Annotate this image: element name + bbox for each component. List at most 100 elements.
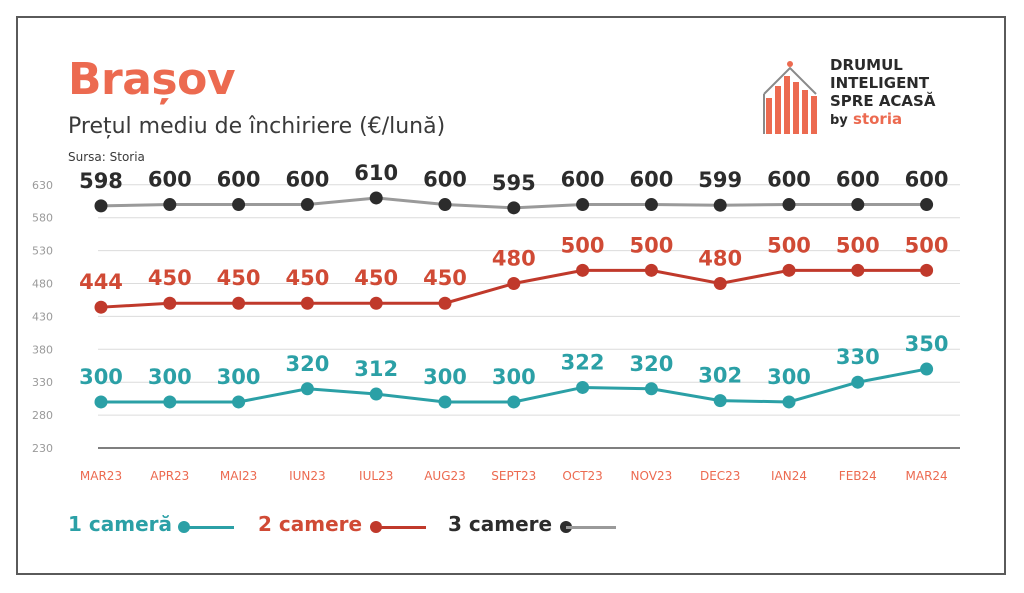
- point-s3-oct23: [576, 198, 590, 212]
- y-tick-330: 330: [32, 376, 53, 389]
- x-tick-mai23: MAI23: [220, 469, 257, 483]
- label-s3-dec23: 599: [698, 168, 742, 192]
- label-s1-mar24: 350: [905, 332, 949, 356]
- logo-brand: storia: [853, 110, 903, 128]
- x-tick-mar24: MAR24: [906, 469, 948, 483]
- x-tick-aug23: AUG23: [424, 469, 466, 483]
- y-tick-580: 580: [32, 212, 53, 225]
- point-s1-oct23: [576, 380, 590, 394]
- label-s2-iul23: 450: [354, 266, 398, 290]
- label-s3-oct23: 600: [561, 168, 605, 192]
- point-s3-mar24: [920, 198, 934, 212]
- label-s3-iun23: 600: [285, 168, 329, 192]
- label-s1-mai23: 300: [217, 365, 261, 389]
- x-tick-nov23: NOV23: [631, 469, 673, 483]
- label-s3-mar23: 598: [79, 169, 123, 193]
- y-tick-430: 430: [32, 310, 53, 323]
- y-tick-480: 480: [32, 278, 53, 291]
- point-s3-ian24: [782, 198, 796, 212]
- label-s2-dec23: 480: [698, 247, 742, 271]
- point-s2-sept23: [507, 277, 521, 290]
- label-s2-mai23: 450: [217, 266, 261, 290]
- y-tick-230: 230: [32, 442, 53, 455]
- label-s3-aug23: 600: [423, 168, 467, 192]
- x-tick-apr23: APR23: [150, 469, 189, 483]
- legend-line-1-camera: [184, 526, 234, 529]
- point-s1-dec23: [713, 394, 727, 408]
- point-s2-iul23: [369, 296, 383, 310]
- point-s3-dec23: [713, 198, 727, 212]
- x-tick-mar23: MAR23: [80, 469, 122, 483]
- label-s2-mar23: 444: [79, 270, 123, 294]
- label-s1-sept23: 300: [492, 365, 536, 389]
- point-s3-sept23: [507, 201, 521, 215]
- x-tick-sept23: SEPT23: [491, 469, 536, 483]
- data-labels: 300 300 300 320 312 300 300 322 320 302 300 330 350 4…: [79, 161, 948, 389]
- point-s1-apr23: [163, 395, 177, 409]
- brand-logo-text: DRUMUL INTELIGENT SPRE ACASĂ by storia: [830, 56, 935, 130]
- label-s3-iul23: 610: [354, 161, 398, 185]
- label-s1-oct23: 322: [561, 350, 605, 374]
- point-s1-mar24: [920, 362, 934, 376]
- label-s1-feb24: 330: [836, 345, 880, 369]
- label-s2-feb24: 500: [836, 233, 880, 257]
- source-note: Sursa: Storia: [68, 150, 145, 164]
- x-axis-ticks: MAR23 APR23 MAI23 IUN23 IUL23 AUG23 SEPT23 OCT2…: [80, 469, 948, 483]
- point-s1-mai23: [232, 395, 246, 409]
- point-s2-aug23: [438, 296, 452, 310]
- label-s2-mar24: 500: [905, 233, 949, 257]
- label-s2-apr23: 450: [148, 266, 192, 290]
- label-s1-iun23: 320: [285, 352, 329, 376]
- point-s1-aug23: [438, 395, 452, 409]
- label-s3-ian24: 600: [767, 168, 811, 192]
- point-s3-iul23: [369, 191, 383, 205]
- label-s1-apr23: 300: [148, 365, 192, 389]
- label-s2-aug23: 450: [423, 266, 467, 290]
- logo-line-3: SPRE ACASĂ: [830, 92, 936, 110]
- point-s3-nov23: [644, 198, 658, 212]
- chart-title: Brașov: [68, 54, 236, 105]
- x-tick-oct23: OCT23: [562, 469, 602, 483]
- point-s2-nov23: [644, 263, 658, 277]
- point-s2-mai23: [232, 296, 246, 310]
- label-s2-ian24: 500: [767, 233, 811, 257]
- label-s1-dec23: 302: [698, 364, 742, 388]
- point-s1-ian24: [782, 395, 796, 409]
- label-s3-mar24: 600: [905, 168, 949, 192]
- point-s1-iun23: [300, 382, 314, 396]
- label-s1-nov23: 320: [629, 352, 673, 376]
- point-s3-apr23: [163, 198, 177, 212]
- x-tick-iun23: IUN23: [289, 469, 326, 483]
- point-s3-aug23: [438, 198, 452, 212]
- point-s3-feb24: [851, 198, 865, 212]
- label-s3-mai23: 600: [217, 168, 261, 192]
- y-axis-ticks: 230 280 330 380 430 480 530 580 630: [32, 179, 53, 455]
- legend-line-2-camere: [376, 526, 426, 529]
- point-s2-iun23: [300, 296, 314, 310]
- point-s1-nov23: [644, 382, 658, 396]
- logo-by: by: [830, 113, 848, 128]
- legend-label-3-camere: 3 camere: [448, 512, 553, 536]
- legend-line-3-camere: [566, 526, 616, 529]
- point-s1-iul23: [369, 387, 383, 401]
- point-s2-feb24: [851, 263, 865, 277]
- label-s1-aug23: 300: [423, 365, 467, 389]
- house-bars-logo-icon: [763, 61, 817, 134]
- point-s3-mai23: [232, 198, 246, 212]
- label-s1-ian24: 300: [767, 365, 811, 389]
- legend-label-1-camera: 1 cameră: [68, 512, 172, 536]
- x-tick-feb24: FEB24: [839, 469, 877, 483]
- point-s1-mar23: [94, 395, 108, 409]
- x-tick-iul23: IUL23: [359, 469, 393, 483]
- point-s2-oct23: [576, 263, 590, 277]
- x-tick-ian24: IAN24: [771, 469, 807, 483]
- label-s2-oct23: 500: [561, 233, 605, 257]
- y-tick-530: 530: [32, 245, 53, 258]
- label-s2-nov23: 500: [629, 233, 673, 257]
- y-tick-630: 630: [32, 179, 53, 192]
- y-tick-280: 280: [32, 409, 53, 422]
- logo-line-1: DRUMUL: [830, 56, 903, 74]
- label-s1-iul23: 312: [354, 357, 398, 381]
- label-s3-nov23: 600: [629, 168, 673, 192]
